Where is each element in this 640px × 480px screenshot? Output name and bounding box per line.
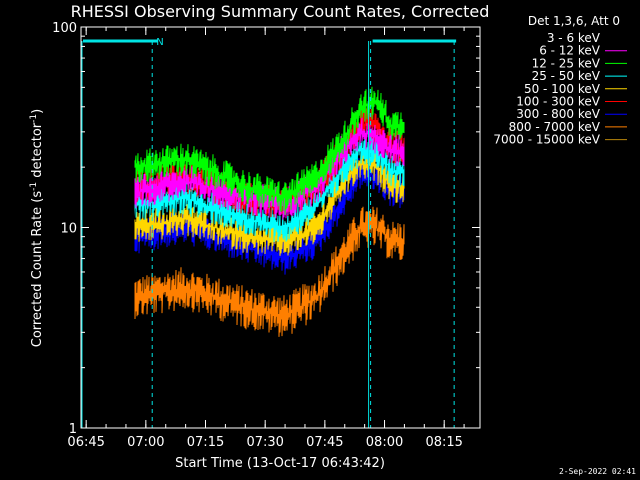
series-line-6: [133, 158, 406, 428]
legend-label: 300 - 800 keV: [516, 107, 600, 121]
series-line-7: [133, 206, 406, 428]
y-axis-label-sup2: -1: [29, 114, 39, 123]
legend-label: 6 - 12 keV: [539, 44, 601, 58]
legend-label: 7000 - 15000 keV: [493, 133, 600, 147]
x-tick-label: 06:45: [67, 435, 104, 450]
legend-label: 25 - 50 keV: [532, 69, 601, 83]
legend-label: 3 - 6 keV: [547, 31, 601, 45]
y-axis-label-pre: Corrected Count Rate (s: [30, 191, 45, 348]
x-axis: 06:45 07:00 07:15 07:30 07:45 08:00 08:15: [67, 27, 465, 450]
series-line-4: [133, 147, 406, 428]
saa-flag-label: N: [156, 37, 163, 48]
series-line-1: [133, 115, 406, 428]
series-line-0: [133, 63, 406, 428]
plot-area: N: [81, 37, 457, 428]
y-axis-label-sup1: -1: [29, 182, 39, 191]
x-axis-label: Start Time (13-Oct-17 06:43:42): [175, 456, 385, 471]
y-tick-label: 1: [69, 422, 77, 437]
series-group: [133, 63, 406, 428]
x-tick-label: 07:00: [127, 435, 164, 450]
y-axis-label-post: ): [30, 109, 45, 114]
x-tick-label: 07:30: [246, 435, 283, 450]
legend-label: 50 - 100 keV: [524, 82, 601, 96]
x-tick-label: 08:00: [366, 435, 403, 450]
series-line-2: [133, 86, 406, 428]
x-tick-label: 07:15: [187, 435, 224, 450]
legend-label: 800 - 7000 keV: [509, 120, 601, 134]
legend-label: 100 - 300 keV: [516, 95, 600, 109]
x-tick-label: 07:45: [306, 435, 343, 450]
x-tick-label: 08:15: [425, 435, 462, 450]
legend-label: 12 - 25 keV: [532, 56, 601, 70]
y-axis-label-mid: detector: [30, 122, 45, 182]
legend-title: Det 1,3,6, Att 0: [528, 14, 620, 28]
y-tick-label: 100: [52, 21, 77, 36]
y-axis: 1 10 100: [52, 21, 480, 437]
series-line-3: [133, 134, 406, 428]
y-tick-label: 10: [60, 222, 77, 237]
y-axis-label: Corrected Count Rate (s-1 detector-1): [29, 109, 45, 347]
footer-timestamp: 2-Sep-2022 02:41: [559, 467, 636, 476]
chart-title: RHESSI Observing Summary Count Rates, Co…: [71, 2, 490, 21]
